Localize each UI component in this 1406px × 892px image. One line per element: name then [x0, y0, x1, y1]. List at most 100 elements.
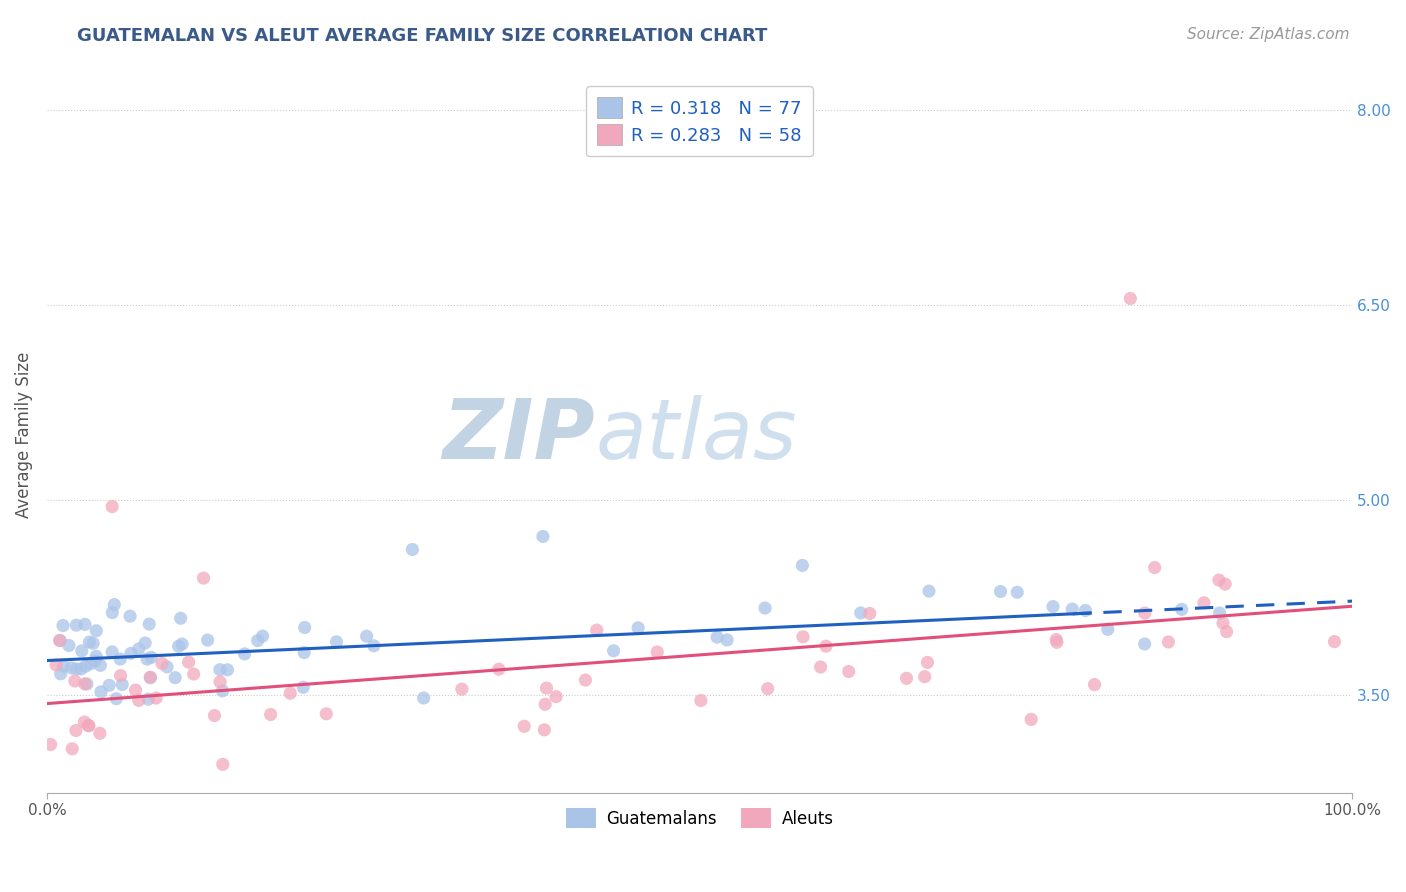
Point	[139, 671, 162, 685]
Point	[73, 617, 96, 632]
Point	[488, 662, 510, 676]
Point	[65, 662, 87, 676]
Point	[105, 691, 128, 706]
Point	[211, 757, 233, 772]
Point	[689, 693, 711, 707]
Point	[1192, 596, 1215, 610]
Point	[217, 663, 239, 677]
Point	[1157, 635, 1180, 649]
Point	[849, 606, 872, 620]
Point	[716, 632, 738, 647]
Point	[138, 617, 160, 632]
Point	[204, 708, 226, 723]
Point	[814, 639, 837, 653]
Y-axis label: Average Family Size: Average Family Size	[15, 351, 32, 518]
Point	[209, 674, 232, 689]
Point	[1171, 602, 1194, 616]
Point	[211, 683, 233, 698]
Text: ZIP: ZIP	[443, 394, 595, 475]
Point	[754, 601, 776, 615]
Point	[165, 671, 187, 685]
Point	[145, 691, 167, 706]
Point	[172, 637, 194, 651]
Point	[645, 645, 668, 659]
Point	[120, 646, 142, 660]
Point	[76, 677, 98, 691]
Point	[139, 670, 162, 684]
Point	[838, 665, 860, 679]
Point	[914, 670, 936, 684]
Point	[169, 611, 191, 625]
Point	[315, 706, 337, 721]
Point	[1215, 624, 1237, 639]
Point	[86, 624, 108, 638]
Point	[45, 657, 67, 672]
Point	[990, 584, 1012, 599]
Point	[453, 798, 475, 813]
Point	[492, 795, 515, 809]
Legend: Guatemalans, Aleuts: Guatemalans, Aleuts	[560, 802, 839, 834]
Point	[128, 642, 150, 657]
Point	[101, 500, 124, 514]
Point	[859, 607, 882, 621]
Point	[292, 680, 315, 694]
Point	[60, 741, 83, 756]
Point	[141, 650, 163, 665]
Point	[75, 659, 97, 673]
Point	[1323, 634, 1346, 648]
Point	[84, 654, 107, 668]
Point	[103, 598, 125, 612]
Point	[1062, 602, 1084, 616]
Point	[1045, 632, 1067, 647]
Point	[896, 671, 918, 685]
Point	[128, 693, 150, 707]
Point	[156, 660, 179, 674]
Point	[208, 663, 231, 677]
Point	[79, 635, 101, 649]
Point	[82, 636, 104, 650]
Point	[73, 677, 96, 691]
Point	[1046, 635, 1069, 649]
Point	[77, 719, 100, 733]
Point	[450, 682, 472, 697]
Point	[706, 630, 728, 644]
Point	[1083, 677, 1105, 691]
Point	[110, 668, 132, 682]
Point	[49, 633, 72, 648]
Point	[89, 726, 111, 740]
Point	[292, 646, 315, 660]
Point	[111, 677, 134, 691]
Text: atlas: atlas	[595, 394, 797, 475]
Point	[1042, 599, 1064, 614]
Point	[65, 723, 87, 738]
Point	[90, 685, 112, 699]
Point	[1213, 577, 1236, 591]
Point	[1208, 573, 1230, 587]
Point	[1212, 615, 1234, 630]
Point	[792, 558, 814, 573]
Point	[546, 690, 568, 704]
Point	[246, 633, 269, 648]
Point	[89, 658, 111, 673]
Point	[534, 698, 557, 712]
Point	[63, 673, 86, 688]
Point	[65, 618, 87, 632]
Point	[167, 639, 190, 653]
Text: GUATEMALAN VS ALEUT AVERAGE FAMILY SIZE CORRELATION CHART: GUATEMALAN VS ALEUT AVERAGE FAMILY SIZE …	[77, 27, 768, 45]
Point	[252, 629, 274, 643]
Point	[58, 639, 80, 653]
Point	[1143, 560, 1166, 574]
Point	[1208, 606, 1230, 620]
Point	[124, 683, 146, 698]
Point	[1074, 603, 1097, 617]
Point	[1119, 292, 1142, 306]
Point	[52, 618, 75, 632]
Point	[84, 649, 107, 664]
Point	[193, 571, 215, 585]
Point	[810, 660, 832, 674]
Point	[574, 673, 596, 687]
Point	[101, 606, 124, 620]
Point	[48, 633, 70, 648]
Point	[627, 621, 650, 635]
Point	[49, 666, 72, 681]
